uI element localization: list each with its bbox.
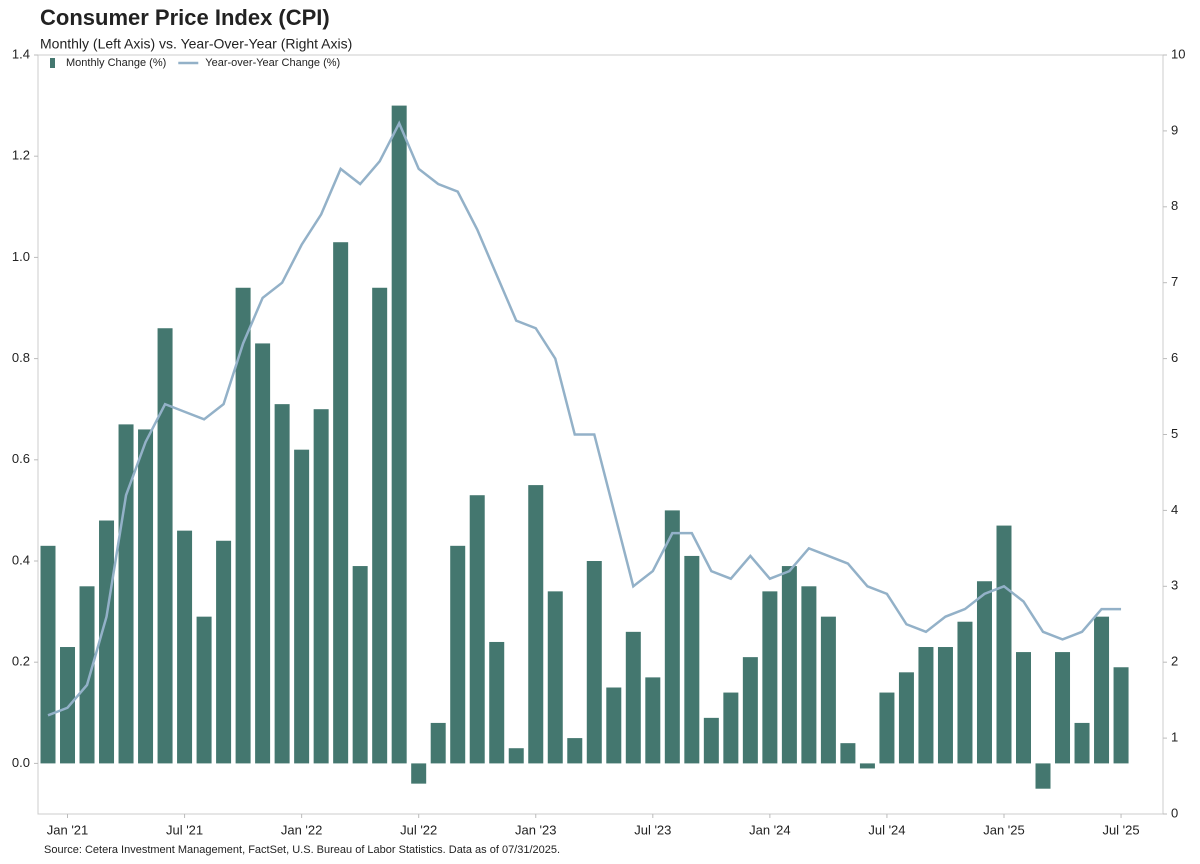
bar [918,647,934,764]
x-tick-label: Jul '21 [166,822,203,837]
bar [1055,652,1071,764]
y2-tick-label: 1 [1171,730,1178,745]
bar [1113,667,1129,764]
y-tick-label: 1.0 [12,249,30,264]
bar [859,763,875,769]
bar [703,717,719,764]
x-tick-label: Jan '23 [515,822,557,837]
bar [489,641,505,764]
bar [1074,722,1090,764]
bar [469,495,485,764]
bar [957,621,973,764]
bar [1035,763,1051,789]
bar [1016,652,1031,764]
bar [79,586,95,764]
bar [294,449,310,764]
y2-tick-label: 9 [1171,122,1178,137]
bar [820,616,836,764]
y2-tick-label: 4 [1171,502,1178,517]
bar [391,105,407,764]
bar [411,763,427,784]
legend-swatch [50,58,55,68]
bar [937,647,953,764]
bar [430,722,446,764]
y2-tick-label: 5 [1171,426,1178,441]
y2-tick-label: 7 [1171,274,1178,289]
bar [196,616,212,764]
bar [684,555,700,764]
bar [1094,616,1110,764]
legend-label: Year-over-Year Change (%) [205,57,340,69]
y2-tick-label: 0 [1171,805,1178,820]
x-tick-label: Jan '21 [47,822,89,837]
chart-title: Consumer Price Index (CPI) [40,5,330,30]
x-tick-label: Jan '22 [281,822,323,837]
bar [586,561,602,764]
bar [898,672,914,764]
bar [781,566,797,764]
bar [372,287,388,764]
bar [976,581,992,764]
bar [528,485,544,764]
bar [840,743,856,764]
bar [60,647,76,764]
legend-label: Monthly Change (%) [66,57,166,69]
bar [742,657,758,764]
bar [177,530,193,764]
bar [138,429,154,764]
chart-subtitle: Monthly (Left Axis) vs. Year-Over-Year (… [40,36,352,52]
x-tick-label: Jan '24 [749,822,791,837]
x-tick-label: Jan '25 [983,822,1025,837]
y2-tick-label: 3 [1171,578,1178,593]
y-tick-label: 0.2 [12,654,30,669]
bar [625,631,641,764]
bar [567,738,583,764]
bar [547,591,563,764]
bar [235,287,251,764]
x-tick-label: Jul '23 [634,822,671,837]
bar [664,510,680,764]
bar [645,677,661,764]
bar [255,343,271,764]
y-tick-label: 0.0 [12,755,30,770]
bar [801,586,817,764]
y2-tick-label: 10 [1171,46,1185,61]
bar [157,328,173,764]
bar [216,540,232,764]
bar [879,692,895,764]
y2-tick-label: 2 [1171,654,1178,669]
bar [274,404,290,764]
y-tick-label: 1.4 [12,46,30,61]
x-tick-label: Jul '22 [400,822,437,837]
y-tick-label: 1.2 [12,148,30,163]
y-tick-label: 0.4 [12,552,30,567]
line [47,120,1122,717]
x-tick-label: Jul '25 [1102,822,1139,837]
bar [118,424,134,764]
bar [996,525,1012,764]
y-tick-label: 0.6 [12,451,30,466]
bar [723,692,739,764]
y2-tick-label: 8 [1171,198,1178,213]
bar [99,520,115,764]
x-tick-label: Jul '24 [868,822,905,837]
bar [40,545,56,764]
y-tick-label: 0.8 [12,350,30,365]
source-note: Source: Cetera Investment Management, Fa… [44,844,560,856]
bar [762,591,778,764]
bar [352,566,368,764]
bar [313,409,329,764]
bar [333,242,349,764]
bar [450,545,466,764]
y2-tick-label: 6 [1171,350,1178,365]
bar [606,687,622,764]
bar [508,748,524,764]
